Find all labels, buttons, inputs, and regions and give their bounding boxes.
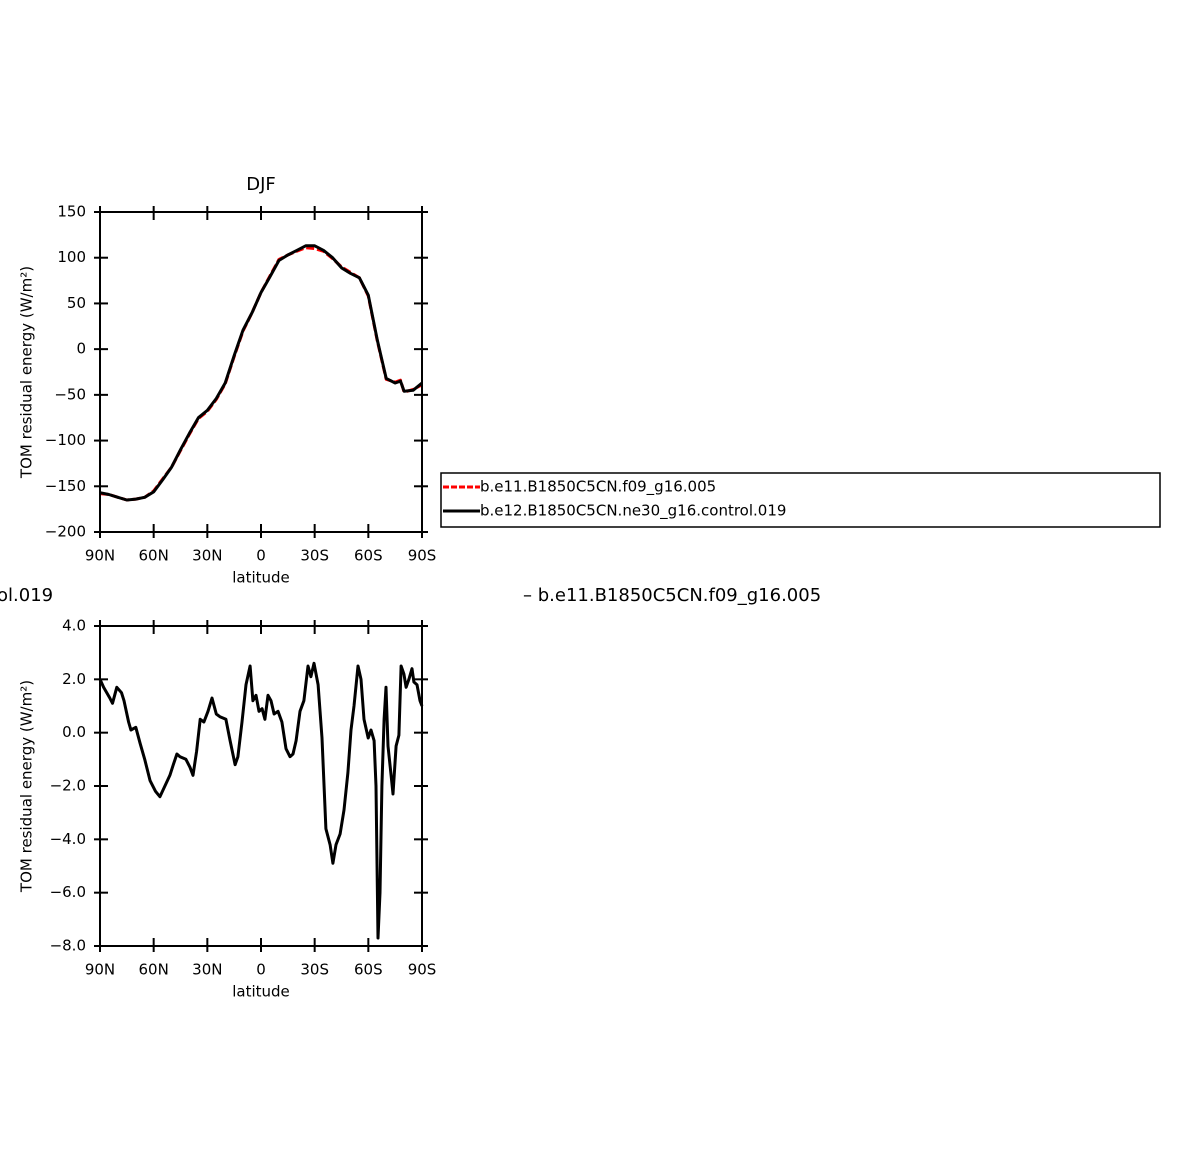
y-tick-label: 50	[67, 294, 86, 312]
x-tick-label: 30S	[300, 547, 329, 565]
x-tick-label: 60S	[354, 961, 383, 979]
data-line	[99, 244, 423, 502]
title-fragment: – b.e11.B1850C5CN.f09_g16.005	[523, 585, 821, 606]
legend-box	[440, 472, 1161, 528]
y-tick-label: −8.0	[50, 937, 86, 955]
plot-frame	[99, 211, 423, 533]
x-tick-label: 30N	[192, 547, 222, 565]
x-tick-label: 0	[256, 547, 266, 565]
x-axis-label: latitude	[232, 983, 290, 1001]
x-tick-label: 60N	[139, 961, 169, 979]
data-line	[99, 246, 423, 502]
y-axis-label: TOM residual energy (W/m²)	[18, 680, 36, 893]
y-axis-label: TOM residual energy (W/m²)	[18, 266, 36, 479]
x-tick-label: 0	[256, 961, 266, 979]
y-tick-label: −6.0	[50, 883, 86, 901]
y-tick-label: 4.0	[62, 617, 86, 635]
x-tick-label: 90S	[408, 547, 437, 565]
y-tick-label: 2.0	[62, 670, 86, 688]
y-tick-label: −50	[54, 385, 86, 403]
y-tick-label: −100	[45, 431, 86, 449]
y-tick-label: −150	[45, 477, 86, 495]
x-tick-label: 30S	[300, 961, 329, 979]
y-tick-label: 150	[57, 203, 86, 221]
x-tick-label: 30N	[192, 961, 222, 979]
y-tick-label: 0.0	[62, 723, 86, 741]
data-line	[98, 661, 424, 940]
y-tick-label: 100	[57, 248, 86, 266]
x-tick-label: 90S	[408, 961, 437, 979]
y-tick-label: −200	[45, 523, 86, 541]
x-tick-label: 60S	[354, 547, 383, 565]
y-tick-label: −2.0	[50, 777, 86, 795]
legend-label: b.e12.B1850C5CN.ne30_g16.control.019	[480, 502, 786, 521]
plot-frame	[99, 625, 423, 947]
x-axis-label: latitude	[232, 569, 290, 587]
x-tick-label: 90N	[85, 961, 115, 979]
y-tick-label: 0	[76, 340, 86, 358]
y-tick-label: −4.0	[50, 830, 86, 848]
chart-title: DJF	[246, 174, 276, 195]
x-tick-label: 90N	[85, 547, 115, 565]
x-tick-label: 60N	[139, 547, 169, 565]
title-fragment: ol.019	[0, 585, 53, 606]
legend-label: b.e11.B1850C5CN.f09_g16.005	[480, 478, 716, 497]
